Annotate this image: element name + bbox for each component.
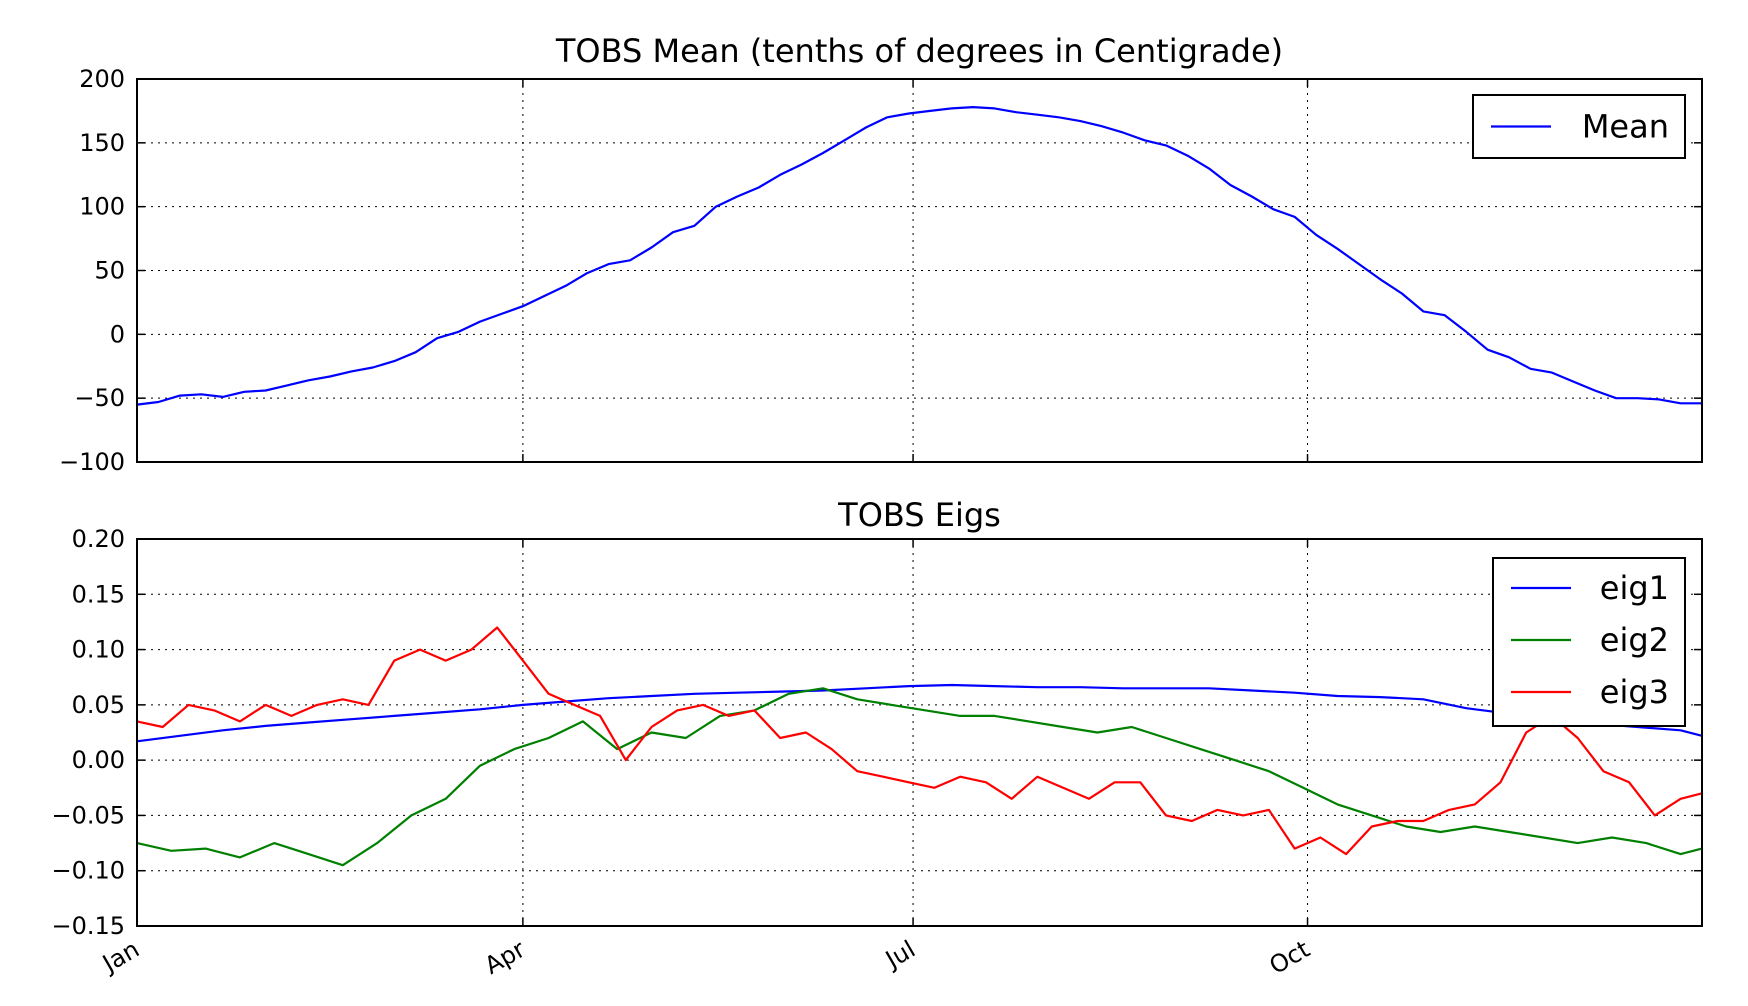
eigs-chart-legend: eig1 eig2 eig3 (1492, 557, 1686, 727)
eigs-chart-legend-box (1492, 557, 1686, 727)
mean-chart-series (135, 106, 1704, 406)
eigs-chart-axes-frame (136, 538, 1703, 927)
mean-chart-ytick-label: 200 (79, 65, 125, 93)
eigs-chart-legend-label-eig1: eig1 (1600, 569, 1669, 607)
mean-chart-legend-label-mean: Mean (1582, 108, 1669, 146)
mean-chart-ticks: −100 −50 0 50 100 150 200 (59, 65, 1702, 476)
mean-chart-ytick-label: 50 (94, 257, 125, 285)
eigs-chart-ytick-label: −0.15 (51, 912, 125, 940)
eigs-chart-series-eig2 (135, 687, 1704, 867)
mean-chart-panel: TOBS Mean (tenths of degrees in Centigra… (59, 32, 1704, 476)
mean-chart-legend: Mean (1472, 94, 1686, 159)
eigs-chart-ytick-label: 0.00 (72, 746, 125, 774)
eigs-chart-series (135, 626, 1704, 867)
mean-chart-title: TOBS Mean (tenths of degrees in Centigra… (555, 32, 1283, 70)
eigs-chart-series-eig3 (135, 626, 1704, 856)
eigs-chart-legend-label-eig2: eig2 (1600, 621, 1669, 659)
eigs-chart-legend-label-eig3: eig3 (1600, 673, 1669, 711)
mean-chart-ytick-label: 100 (79, 193, 125, 221)
eigs-chart-ytick-label: 0.15 (72, 580, 125, 608)
mean-chart-series-mean (135, 106, 1704, 406)
mean-chart-ytick-label: 150 (79, 129, 125, 157)
eigs-chart-ytick-label: 0.20 (72, 525, 125, 553)
mean-chart-ytick-label: −100 (59, 448, 125, 476)
eigs-chart-ytick-label: 0.05 (72, 691, 125, 719)
eigs-chart-series-eig1 (135, 683, 1704, 743)
eigs-chart-ytick-label: −0.10 (51, 857, 125, 885)
eigs-chart-ytick-label: −0.05 (51, 801, 125, 829)
eigs-chart-ytick-label: 0.10 (72, 636, 125, 664)
eigs-chart-grid (137, 539, 1702, 926)
mean-chart-grid (137, 79, 1702, 462)
mean-chart-ytick-label: 0 (110, 320, 125, 348)
mean-chart-ytick-label: −50 (74, 384, 125, 412)
eigs-chart-title: TOBS Eigs (837, 496, 1001, 534)
